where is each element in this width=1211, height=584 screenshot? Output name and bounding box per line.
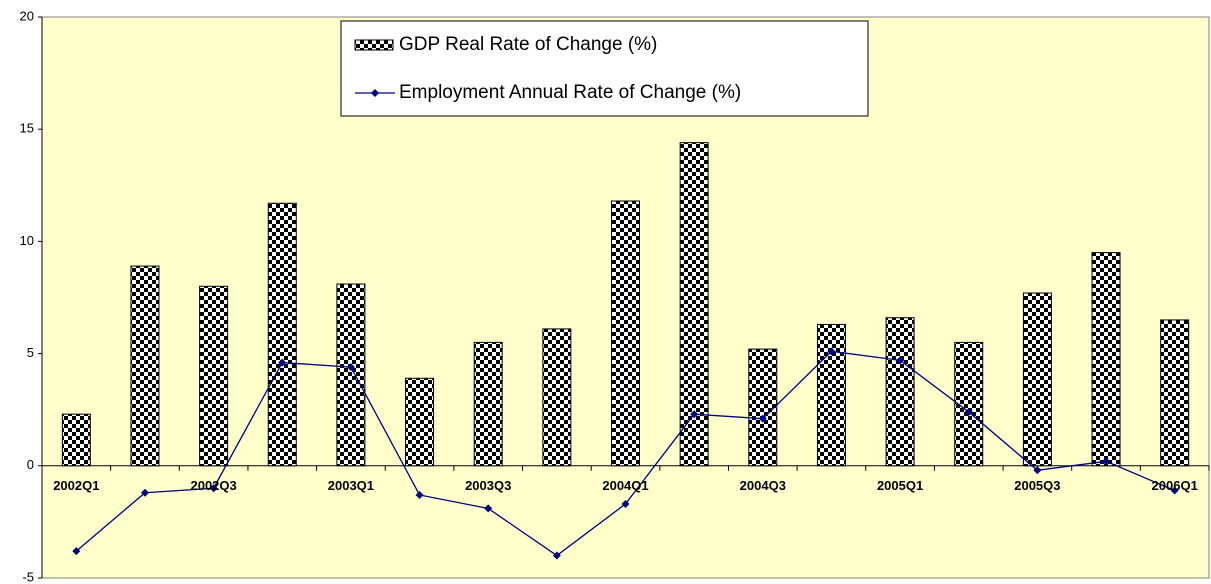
marker: [964, 407, 973, 416]
legend-marker: [371, 89, 379, 97]
y-tick-label: -5: [22, 569, 34, 584]
bar: [816, 323, 846, 467]
bar: [473, 341, 503, 467]
x-tick-label: 2004Q1: [602, 478, 648, 493]
y-tick-label: 5: [27, 345, 34, 360]
marker: [140, 488, 149, 497]
y-tick-label: 0: [27, 457, 34, 472]
bar: [1022, 292, 1052, 467]
bar: [405, 377, 435, 467]
x-tick-label: 2005Q3: [1014, 478, 1060, 493]
marker: [484, 504, 493, 513]
bar: [199, 285, 229, 467]
y-tick-label: 10: [20, 233, 34, 248]
marker: [690, 410, 699, 419]
marker: [278, 358, 287, 367]
bar: [748, 348, 778, 467]
marker: [896, 356, 905, 365]
legend-swatch: [354, 39, 394, 51]
marker: [827, 347, 836, 356]
bar: [267, 202, 297, 467]
bar: [336, 283, 366, 467]
marker: [346, 363, 355, 372]
y-tick-label: 15: [20, 121, 34, 136]
marker: [1033, 466, 1042, 475]
bar: [130, 265, 160, 467]
legend-label: Employment Annual Rate of Change (%): [399, 82, 741, 103]
bar: [954, 341, 984, 467]
bar: [611, 200, 640, 467]
marker: [552, 551, 561, 560]
x-tick-label: 2003Q3: [465, 478, 511, 493]
marker: [1102, 457, 1111, 466]
x-tick-label: 2003Q1: [328, 478, 374, 493]
marker: [209, 484, 218, 493]
marker: [758, 414, 767, 423]
x-tick-label: 2002Q3: [190, 478, 236, 493]
x-tick-label: 2002Q1: [53, 478, 99, 493]
marker: [415, 490, 424, 499]
y-tick-label: 20: [20, 8, 34, 23]
bar: [1160, 319, 1190, 467]
bar: [1091, 252, 1121, 467]
bar: [885, 317, 915, 467]
legend-box: [340, 20, 869, 117]
x-tick-label: 2005Q1: [877, 478, 923, 493]
marker: [1170, 486, 1179, 495]
marker: [72, 547, 81, 556]
marker: [621, 499, 630, 508]
x-tick-label: 2004Q3: [740, 478, 786, 493]
legend-label: GDP Real Rate of Change (%): [399, 34, 657, 55]
bar: [542, 328, 572, 467]
x-tick-label: 2006Q1: [1152, 478, 1198, 493]
bar: [61, 413, 91, 467]
